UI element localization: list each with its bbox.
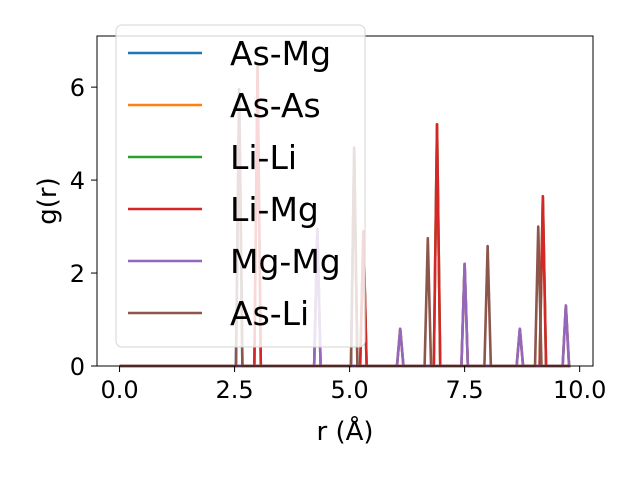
y-axis-ticks: 0 2 4 6: [70, 74, 97, 381]
legend: As-Mg As-As Li-Li Li-Mg Mg-Mg As-Li: [115, 24, 366, 348]
y-tick-label: 4: [70, 167, 85, 195]
legend-label-mg-mg: Mg-Mg: [230, 242, 341, 281]
x-tick-label: 2.5: [215, 376, 253, 404]
y-tick-label: 6: [70, 74, 85, 102]
x-tick-label: 5.0: [331, 376, 369, 404]
legend-label-as-as: As-As: [230, 86, 321, 125]
legend-label-as-li: As-Li: [230, 294, 309, 333]
legend-label-li-mg: Li-Mg: [230, 190, 319, 229]
x-tick-label: 7.5: [446, 376, 484, 404]
x-tick-label: 0.0: [100, 376, 138, 404]
y-tick-label: 2: [70, 260, 85, 288]
legend-label-li-li: Li-Li: [230, 138, 297, 177]
legend-label-as-mg: As-Mg: [230, 34, 331, 73]
y-tick-label: 0: [70, 353, 85, 381]
x-tick-label: 10.0: [553, 376, 606, 404]
y-axis-label: g(r): [33, 177, 63, 224]
x-axis-ticks: 0.0 2.5 5.0 7.5 10.0: [100, 366, 606, 404]
x-axis-label: r (Å): [316, 415, 373, 447]
